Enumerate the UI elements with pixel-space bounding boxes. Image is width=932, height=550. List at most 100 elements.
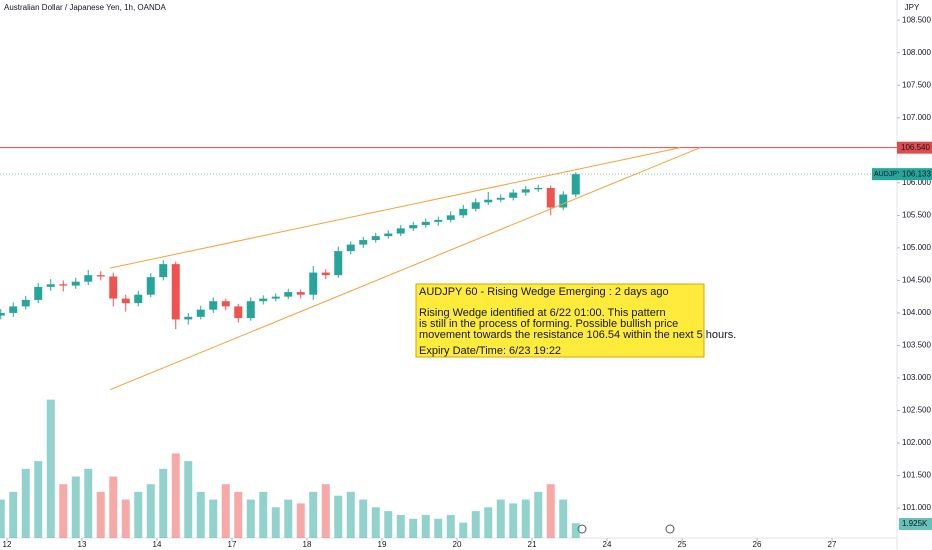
candle-body (334, 251, 343, 276)
candle-body (284, 292, 293, 297)
candle-body (321, 272, 330, 276)
x-tick-label: 17 (228, 540, 237, 549)
volume-bar (134, 491, 143, 538)
volume-bar (484, 507, 493, 538)
candle-body (109, 276, 118, 299)
candle-body (46, 284, 55, 287)
candle-body (484, 199, 493, 203)
volume-bar (396, 514, 405, 538)
candle-body (559, 194, 568, 208)
volume-bar (459, 522, 468, 538)
trendline (110, 147, 681, 269)
candle-body (384, 233, 393, 237)
volume-bar (271, 507, 280, 538)
volume-bar (509, 503, 518, 538)
x-tick-label: 14 (153, 540, 162, 549)
volume-bar (571, 523, 580, 538)
volume-bar (84, 468, 93, 538)
volume-bar (246, 499, 255, 538)
y-tick-label: 102.500 (902, 406, 931, 415)
x-tick-label: 24 (603, 540, 612, 549)
y-tick-label: 103.500 (902, 341, 931, 350)
candle-body (371, 236, 380, 241)
candle-body (234, 306, 243, 319)
candle-body (184, 316, 193, 320)
x-tick-label: 26 (753, 540, 762, 549)
volume-bar (221, 484, 230, 538)
annotation: AUDJPY 60 - Rising Wedge Emerging : 2 da… (415, 283, 736, 358)
candle-body (396, 228, 405, 234)
candle-body (309, 272, 318, 295)
annotation-expiry: Expiry Date/Time: 6/23 19:22 (419, 345, 561, 357)
x-tick-label: 27 (828, 540, 837, 549)
volume-bar (546, 484, 555, 538)
volume-bar (496, 499, 505, 538)
x-tick-label: 20 (453, 540, 462, 549)
x-tick-label: 25 (678, 540, 687, 549)
volume-bar (309, 491, 318, 538)
volume-bar (184, 461, 193, 538)
candle-body (421, 221, 430, 226)
x-tick-label: 13 (78, 540, 87, 549)
annotation-box (415, 283, 705, 358)
volume-bar (234, 491, 243, 538)
volume-bar (534, 491, 543, 538)
candle-body (96, 275, 105, 277)
candle-body (134, 294, 143, 304)
candle-body (271, 296, 280, 299)
candle-body (409, 225, 418, 229)
volume-bar (96, 491, 105, 538)
candle-body (434, 219, 443, 222)
volume-bar (196, 491, 205, 538)
event-icon[interactable] (665, 524, 675, 534)
candle-body (9, 306, 18, 313)
last-volume-tag (899, 518, 932, 530)
volume-bar (421, 514, 430, 538)
volume-bar (409, 518, 418, 538)
candle-body (159, 264, 168, 278)
volume-bar (9, 491, 18, 538)
last-price-label: 106.133 (902, 169, 931, 178)
chart-title: Australian Dollar / Japanese Yen, 1h, OA… (4, 3, 167, 12)
last-price-tag (899, 168, 932, 181)
candle-body (246, 301, 255, 319)
symbol-tag (872, 168, 899, 181)
candle-body (259, 298, 268, 302)
volume-bar (21, 468, 30, 538)
volume-bar (71, 476, 80, 538)
candle-body (221, 301, 230, 307)
candle-body (71, 281, 80, 286)
volume-bar (121, 499, 130, 538)
volume-bar (321, 484, 330, 538)
y-tick-label: 108.000 (902, 48, 931, 57)
candle-body (0, 312, 5, 316)
candle-body (84, 275, 93, 282)
candle-body (121, 298, 130, 304)
y-tick-label: 104.500 (902, 275, 931, 284)
y-tick-label: 101.000 (902, 503, 931, 512)
candle-body (571, 174, 580, 195)
y-tick-label: 107.000 (902, 113, 931, 122)
candle-body (296, 292, 305, 295)
volume-bar (284, 499, 293, 538)
annotation-line: is still in the process of forming. Poss… (419, 318, 678, 330)
candle-body (146, 277, 155, 295)
volume-bar (334, 495, 343, 538)
currency-label: JPY (905, 3, 920, 12)
candle-body (196, 309, 205, 317)
volume-bar (171, 453, 180, 538)
candle-body (496, 197, 505, 200)
volume-bar (296, 503, 305, 538)
candle-body (546, 188, 555, 208)
y-tick-label: 108.500 (902, 15, 931, 24)
last-volume-label: 1.925K (902, 519, 928, 528)
volume-bar (371, 507, 380, 538)
candle-body (359, 240, 368, 245)
resistance-label: 106.540 (901, 143, 930, 152)
y-tick-label: 105.000 (902, 243, 931, 252)
annotation-line: movement towards the resistance 106.54 w… (419, 329, 736, 341)
y-tick-label: 102.000 (902, 438, 931, 447)
y-tick-label: 106.000 (902, 178, 931, 187)
